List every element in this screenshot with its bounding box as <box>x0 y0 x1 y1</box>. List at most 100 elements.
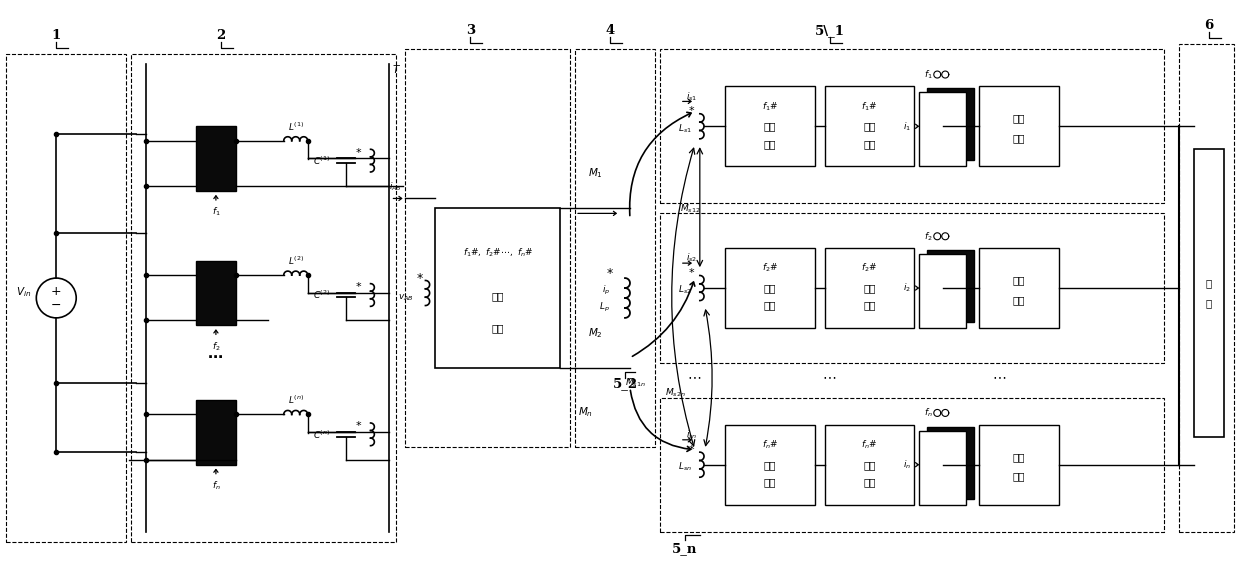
Bar <box>6 54 126 542</box>
Text: 载: 载 <box>1205 298 1211 308</box>
Text: 5_n: 5_n <box>672 542 698 555</box>
Text: 补偿: 补偿 <box>863 460 875 470</box>
Text: $L_{s2}$: $L_{s2}$ <box>678 284 692 296</box>
Text: +: + <box>51 285 62 298</box>
Text: *: * <box>606 266 613 280</box>
Text: $i_1$: $i_1$ <box>904 120 911 132</box>
Text: 网络: 网络 <box>863 477 875 487</box>
Bar <box>196 260 236 325</box>
Text: 网络: 网络 <box>764 477 776 487</box>
Text: $f_2\#$: $f_2\#$ <box>761 262 777 275</box>
Text: 2: 2 <box>216 29 226 42</box>
Bar <box>919 254 966 328</box>
Text: 网络: 网络 <box>1013 472 1025 482</box>
Text: $f_2$: $f_2$ <box>924 230 932 242</box>
Text: $f_2$: $f_2$ <box>212 340 221 353</box>
Text: $C^{(1)}$: $C^{(1)}$ <box>314 155 331 167</box>
Text: $M_1$: $M_1$ <box>588 166 603 181</box>
Text: $f_1\#$: $f_1\#$ <box>862 100 878 113</box>
Text: 选频: 选频 <box>764 460 776 470</box>
Bar <box>825 425 914 505</box>
Text: $v_{AB}$: $v_{AB}$ <box>398 293 413 303</box>
Text: $f_n\#$: $f_n\#$ <box>862 439 878 451</box>
Text: $i_{AB}$: $i_{AB}$ <box>389 181 402 193</box>
Text: 5_2: 5_2 <box>613 377 637 390</box>
Text: 滤波: 滤波 <box>1013 275 1025 285</box>
Text: ⋯: ⋯ <box>688 370 702 385</box>
Bar <box>724 425 815 505</box>
Text: $L^{(2)}$: $L^{(2)}$ <box>288 255 304 267</box>
Text: 补偿: 补偿 <box>863 121 875 131</box>
Text: $M_2$: $M_2$ <box>588 326 603 340</box>
Bar <box>928 250 975 322</box>
Text: 补偿: 补偿 <box>863 283 875 293</box>
Text: 网络: 网络 <box>863 300 875 310</box>
Bar <box>405 49 570 447</box>
Text: *: * <box>417 272 423 285</box>
Text: $f_1$: $f_1$ <box>924 68 932 81</box>
Bar <box>928 88 975 160</box>
Text: 滤波: 滤波 <box>1013 452 1025 462</box>
Text: 1: 1 <box>52 29 61 42</box>
Bar <box>1179 44 1234 532</box>
Text: 4: 4 <box>605 24 615 37</box>
Text: $f_n$: $f_n$ <box>924 407 932 419</box>
Bar <box>980 248 1059 328</box>
Text: −: − <box>51 299 62 312</box>
Text: $M_n$: $M_n$ <box>578 406 593 419</box>
Text: 负: 负 <box>1205 278 1211 288</box>
Bar <box>928 427 975 499</box>
Bar <box>660 49 1164 203</box>
Text: *: * <box>356 282 361 292</box>
Text: ⋯: ⋯ <box>822 370 837 385</box>
Text: 选频: 选频 <box>764 283 776 293</box>
Text: $f_2\#$: $f_2\#$ <box>862 262 878 275</box>
Text: $C^{(n)}$: $C^{(n)}$ <box>314 428 331 440</box>
Text: *: * <box>689 268 694 278</box>
Text: 网络: 网络 <box>491 323 503 333</box>
Bar <box>196 400 236 465</box>
Text: $i_p$: $i_p$ <box>601 283 610 296</box>
Text: $C^{(2)}$: $C^{(2)}$ <box>314 289 331 301</box>
Text: $f_n\#$: $f_n\#$ <box>761 439 777 451</box>
Text: *: * <box>689 106 694 116</box>
Text: 网络: 网络 <box>764 139 776 149</box>
Bar <box>919 92 966 166</box>
Text: $M_{s12}$: $M_{s12}$ <box>680 202 701 215</box>
Text: $i_{s1}$: $i_{s1}$ <box>686 90 697 103</box>
Text: ⋯: ⋯ <box>208 350 223 365</box>
Text: 滤波: 滤波 <box>1013 113 1025 123</box>
Text: 选频: 选频 <box>764 121 776 131</box>
Text: $i_{s2}$: $i_{s2}$ <box>686 252 697 265</box>
Text: *: * <box>356 148 361 158</box>
Bar <box>660 213 1164 363</box>
Text: 网络: 网络 <box>1013 133 1025 143</box>
Text: $f_1\#,\ f_2\#\cdots,\ f_n\#$: $f_1\#,\ f_2\#\cdots,\ f_n\#$ <box>463 247 533 259</box>
Text: *: * <box>356 422 361 432</box>
Text: 6: 6 <box>1204 19 1213 32</box>
Text: 网络: 网络 <box>764 300 776 310</box>
Text: $i_{sn}$: $i_{sn}$ <box>686 429 698 441</box>
Text: $f_n$: $f_n$ <box>212 480 221 492</box>
Text: $T$: $T$ <box>392 63 401 75</box>
Text: $i_2$: $i_2$ <box>904 282 911 294</box>
Text: $f_1$: $f_1$ <box>212 206 221 218</box>
Text: $L_{s1}$: $L_{s1}$ <box>678 122 692 135</box>
Text: *: * <box>689 445 694 455</box>
Bar <box>980 86 1059 166</box>
Text: $i_n$: $i_n$ <box>903 459 911 471</box>
Text: 5\_1: 5\_1 <box>815 24 844 37</box>
Text: $V_{in}$: $V_{in}$ <box>16 285 31 299</box>
Bar <box>919 431 966 505</box>
Bar <box>1194 149 1224 437</box>
Text: 补偿: 补偿 <box>491 291 503 301</box>
Text: 3: 3 <box>466 24 475 37</box>
Bar <box>825 248 914 328</box>
Bar <box>575 49 655 447</box>
Text: $f_1\#$: $f_1\#$ <box>761 100 777 113</box>
Bar <box>825 86 914 166</box>
Text: $L_p$: $L_p$ <box>599 302 610 315</box>
Text: $M_{s1n}$: $M_{s1n}$ <box>625 376 645 389</box>
Text: $L_{sn}$: $L_{sn}$ <box>678 460 692 473</box>
Bar <box>980 425 1059 505</box>
